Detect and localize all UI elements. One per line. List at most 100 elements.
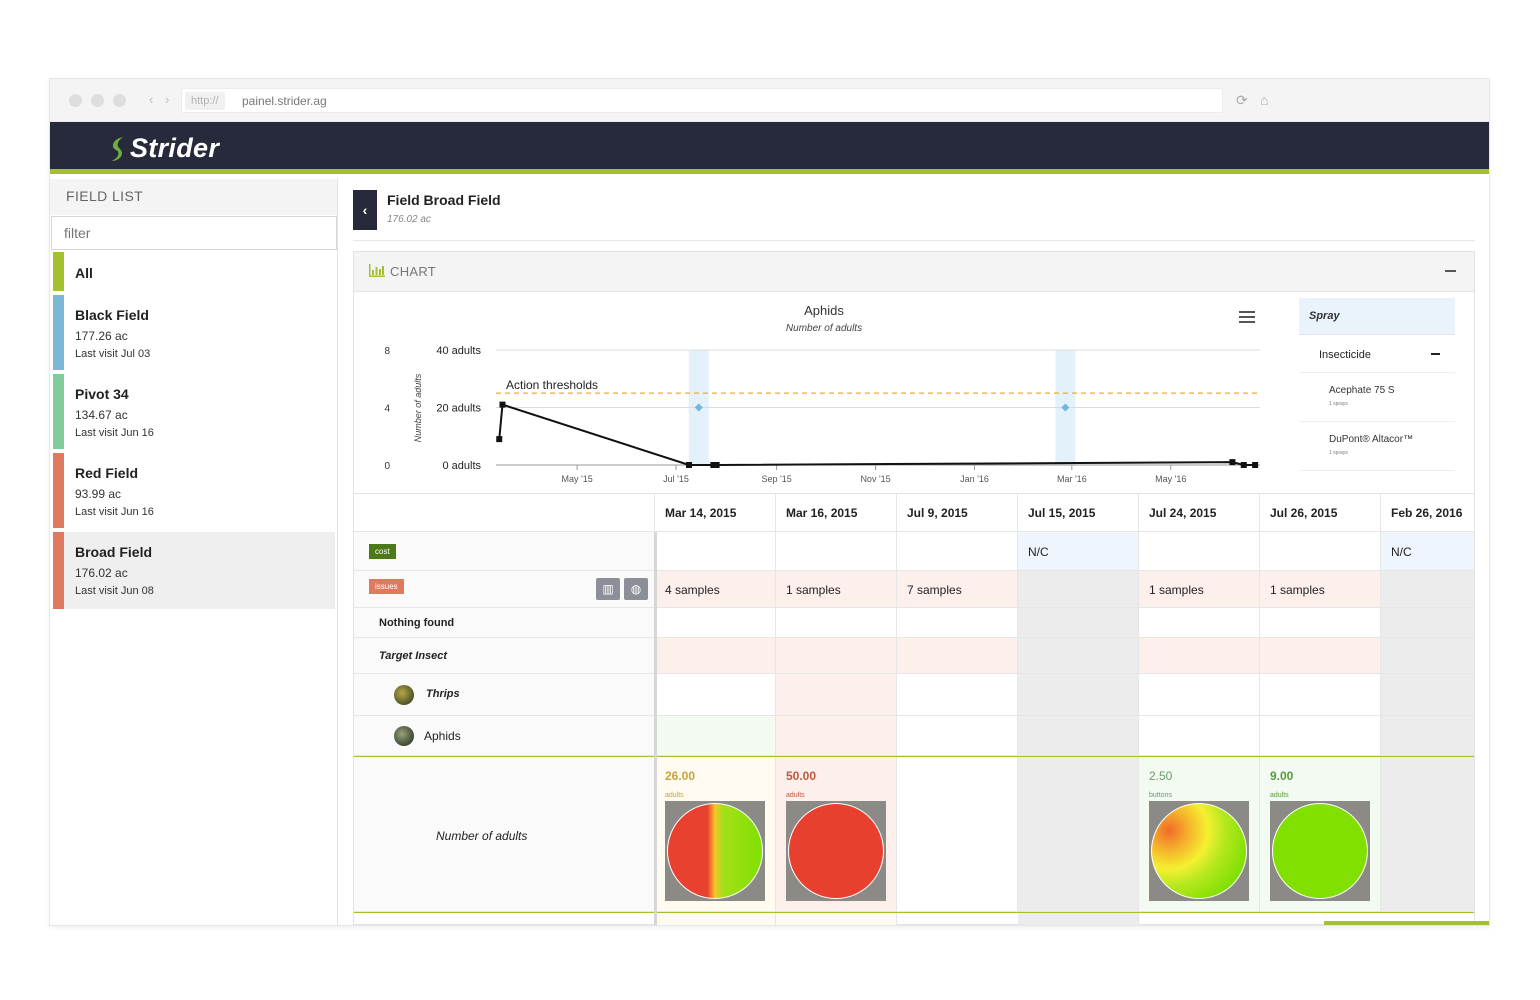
grid-cell[interactable]	[655, 716, 776, 756]
grid-cell[interactable]	[1381, 716, 1474, 756]
issues-cell[interactable]: 1 samples	[776, 571, 897, 608]
grid-cell[interactable]	[1260, 716, 1381, 756]
grid-cell[interactable]	[1260, 638, 1381, 674]
measure-cell[interactable]	[1018, 757, 1139, 912]
grid-cell[interactable]	[897, 608, 1018, 638]
grid-cell[interactable]	[776, 913, 897, 925]
grid-cell[interactable]	[776, 674, 897, 716]
grid-cell[interactable]	[1139, 674, 1260, 716]
grid-cell[interactable]	[1381, 608, 1474, 638]
cost-cell[interactable]	[897, 532, 1018, 571]
cost-cell[interactable]: N/C	[1381, 532, 1474, 571]
grid-cell[interactable]	[1381, 674, 1474, 716]
chart-panel-header[interactable]: CHART	[354, 252, 1474, 292]
heatmap-thumbnail[interactable]	[665, 801, 765, 901]
field-item-all[interactable]: All	[53, 252, 335, 291]
heatmap-thumbnail[interactable]	[786, 801, 886, 901]
collapse-section-icon[interactable]	[1431, 353, 1440, 355]
grid-cell[interactable]	[897, 716, 1018, 756]
date-header[interactable]: Jul 24, 2015	[1139, 494, 1260, 532]
measure-row-top-border	[354, 756, 1474, 757]
globe-icon[interactable]: ◍	[624, 578, 648, 600]
date-header[interactable]: Feb 26, 2016	[1381, 494, 1474, 532]
date-header[interactable]: Jul 26, 2015	[1260, 494, 1381, 532]
spray-item[interactable]: DuPont® Altacor™ 1 sprays	[1299, 422, 1455, 471]
x-tick-label: Jan '16	[960, 474, 989, 484]
scroll-indicator[interactable]	[1324, 921, 1489, 925]
spray-marker	[694, 403, 703, 412]
measure-cell[interactable]	[1381, 757, 1474, 912]
spray-section-insecticide[interactable]: Insecticide	[1299, 335, 1455, 373]
y-axis-label: Number of adults	[413, 373, 423, 442]
issues-cell[interactable]: 4 samples	[655, 571, 776, 608]
issues-cell[interactable]	[1018, 571, 1139, 608]
measure-label: Number of adults	[436, 829, 528, 843]
grid-cell[interactable]	[1018, 638, 1139, 674]
grid-cell[interactable]	[655, 608, 776, 638]
chart-menu-icon[interactable]	[1239, 311, 1255, 326]
data-point	[686, 462, 693, 468]
chart-toggle-icon[interactable]: ▥	[596, 578, 620, 600]
issues-cell[interactable]: 7 samples	[897, 571, 1018, 608]
grid-cell[interactable]	[1381, 638, 1474, 674]
grid-cell[interactable]	[1018, 674, 1139, 716]
home-icon[interactable]: ⌂	[1260, 92, 1269, 108]
measure-cell[interactable]: 9.00 adults	[1260, 757, 1381, 912]
brand-name: Strider	[130, 133, 220, 163]
grid-cell[interactable]	[897, 674, 1018, 716]
window-close-dot[interactable]	[69, 94, 82, 107]
date-header[interactable]: Jul 15, 2015	[1018, 494, 1139, 532]
grid-cell[interactable]	[655, 674, 776, 716]
issues-cell[interactable]: 1 samples	[1139, 571, 1260, 608]
cost-cell[interactable]	[1260, 532, 1381, 571]
filter-input[interactable]	[51, 216, 337, 250]
field-item-black-field[interactable]: Black Field 177.26 ac Last visit Jul 03	[53, 295, 335, 370]
grid-cell[interactable]	[1139, 608, 1260, 638]
grid-cell[interactable]	[1260, 608, 1381, 638]
cost-cell[interactable]	[655, 532, 776, 571]
grid-cell[interactable]	[1139, 716, 1260, 756]
measure-cell[interactable]: 26.00 adults	[655, 757, 776, 912]
window-minimize-dot[interactable]	[91, 94, 104, 107]
field-item-broad-field[interactable]: Broad Field 176.02 ac Last visit Jun 08	[53, 532, 335, 609]
cost-cell[interactable]	[776, 532, 897, 571]
grid-cell[interactable]	[776, 638, 897, 674]
reload-icon[interactable]: ⟳	[1236, 92, 1248, 108]
measure-cell[interactable]: 2.50 buttons	[1139, 757, 1260, 912]
cost-cell[interactable]	[1139, 532, 1260, 571]
url-bar[interactable]: http:// painel.strider.ag	[181, 88, 1223, 113]
date-header[interactable]: Mar 14, 2015	[655, 494, 776, 532]
measure-cell[interactable]: 50.00 adults	[776, 757, 897, 912]
nav-arrows-icon[interactable]: ‹ ›	[149, 92, 174, 107]
grid-cell[interactable]	[1139, 638, 1260, 674]
chart-panel: CHART Aphids Number of adults 40 adults 2…	[353, 251, 1475, 925]
issues-cell[interactable]: 1 samples	[1260, 571, 1381, 608]
grid-cell[interactable]	[655, 913, 776, 925]
grid-cell[interactable]	[1018, 608, 1139, 638]
grid-cell[interactable]	[776, 608, 897, 638]
grid-cell[interactable]	[776, 716, 897, 756]
date-header[interactable]: Mar 16, 2015	[776, 494, 897, 532]
grid-cell[interactable]	[1018, 913, 1139, 925]
field-item-red-field[interactable]: Red Field 93.99 ac Last visit Jun 16	[53, 453, 335, 528]
back-button[interactable]: ‹	[353, 190, 377, 230]
date-header[interactable]: Jul 9, 2015	[897, 494, 1018, 532]
heatmap-thumbnail[interactable]	[1149, 801, 1249, 901]
measure-cell[interactable]	[897, 757, 1018, 912]
strider-logo[interactable]: Strider	[108, 133, 219, 164]
cost-cell[interactable]: N/C	[1018, 532, 1139, 571]
chart-area: Aphids Number of adults 40 adults 20 adul…	[354, 293, 1474, 493]
grid-cell[interactable]	[897, 638, 1018, 674]
heatmap-thumbnail[interactable]	[1270, 801, 1370, 901]
grid-cell[interactable]	[655, 638, 776, 674]
issues-cell[interactable]	[1381, 571, 1474, 608]
collapse-icon[interactable]	[1445, 270, 1456, 272]
window-maximize-dot[interactable]	[113, 94, 126, 107]
page-title: Field Broad Field	[387, 192, 501, 208]
frozen-column-divider	[654, 532, 657, 925]
issues-row-label: issues ▥ ◍	[354, 571, 655, 608]
spray-item[interactable]: Acephate 75 S 1 sprays	[1299, 373, 1455, 422]
field-item-pivot-34[interactable]: Pivot 34 134.67 ac Last visit Jun 16	[53, 374, 335, 449]
grid-cell[interactable]	[1018, 716, 1139, 756]
grid-cell[interactable]	[1260, 674, 1381, 716]
